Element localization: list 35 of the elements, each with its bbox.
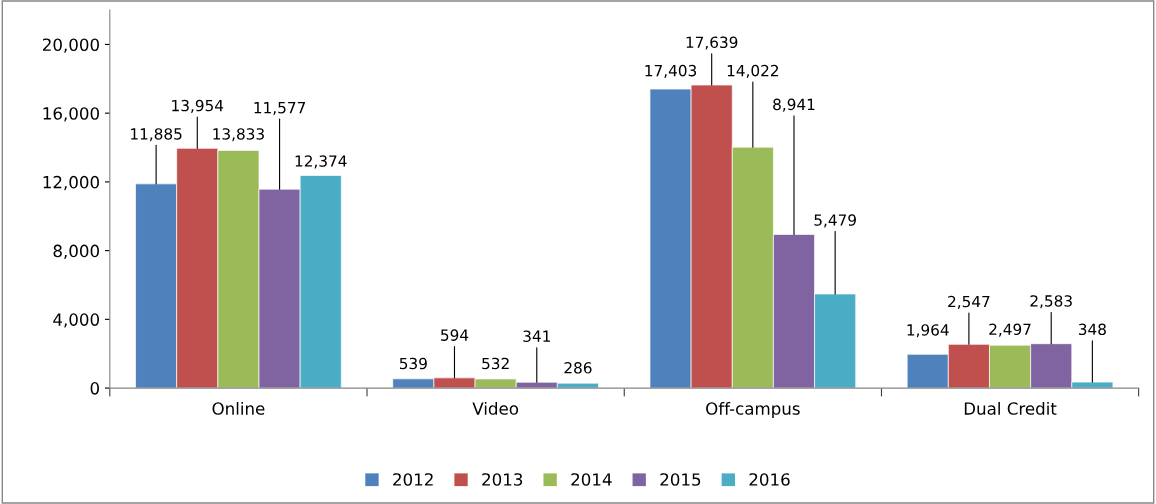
data-label: 13,954 [172,99,224,113]
data-label: 17,403 [645,64,697,78]
data-label: 11,885 [131,128,182,142]
data-label: 17,639 [686,36,738,50]
data-label: 13,833 [213,128,264,142]
y-tick-label: 8,000 [53,244,99,259]
data-label: 348 [1078,323,1106,336]
legend-label: 2016 [749,473,790,486]
data-label: 12,374 [295,155,347,169]
legend-label: 2015 [660,473,701,486]
data-label: 14,022 [727,64,779,78]
y-tick-label: 16,000 [43,107,99,122]
data-label: 11,577 [254,102,305,115]
data-label: 286 [564,362,592,374]
x-tick-label: Video [472,401,519,415]
y-tick-label: 20,000 [43,38,99,53]
y-tick-label: 4,000 [53,313,99,328]
data-label: 5,479 [814,214,856,228]
legend-label: 2012 [393,473,433,486]
y-tick-label: 12,000 [43,175,99,191]
x-tick-label: Online [212,401,265,415]
data-label: 2,547 [948,295,990,309]
data-label: 594 [441,329,469,341]
x-tick-label: Off-campus [706,401,800,419]
data-label: 2,497 [989,323,1031,337]
legend-label: 2014 [571,473,612,486]
data-label: 539 [399,357,427,370]
y-tick-label: 0 [90,382,99,395]
data-label: 532 [482,357,509,370]
data-label: 1,964 [907,324,949,338]
x-tick-label: Dual Credit [964,401,1057,415]
data-label: 341 [523,330,550,342]
data-label: 2,583 [1030,295,1072,309]
data-label: 8,941 [773,98,815,112]
legend-label: 2013 [482,473,523,486]
